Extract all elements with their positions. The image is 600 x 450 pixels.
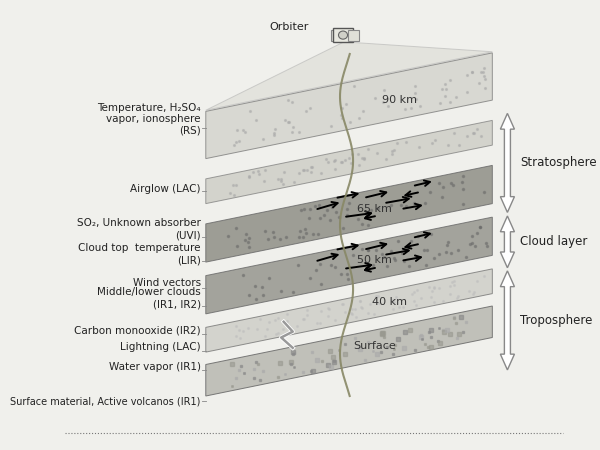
Text: vapor, ionosphere: vapor, ionosphere [106, 114, 201, 124]
Text: (IR1, IR2): (IR1, IR2) [152, 300, 201, 310]
Text: Troposphere: Troposphere [520, 314, 592, 327]
Text: Orbiter: Orbiter [269, 22, 309, 32]
Polygon shape [206, 42, 493, 110]
Text: Cloud layer: Cloud layer [520, 235, 587, 248]
FancyBboxPatch shape [331, 30, 342, 40]
Polygon shape [206, 269, 493, 352]
Text: 50 km: 50 km [357, 255, 392, 266]
Text: Stratosphere: Stratosphere [520, 157, 596, 169]
Text: Cloud top  temperature: Cloud top temperature [78, 243, 201, 253]
Text: (LIR): (LIR) [177, 256, 201, 266]
Polygon shape [206, 166, 493, 262]
Text: Surface: Surface [353, 341, 395, 351]
Text: Lightning (LAC): Lightning (LAC) [120, 342, 201, 352]
Text: 40 km: 40 km [372, 297, 407, 307]
Text: Middle/lower clouds: Middle/lower clouds [97, 287, 201, 297]
Text: Surface material, Active volcanos (IR1): Surface material, Active volcanos (IR1) [10, 396, 201, 406]
Polygon shape [206, 53, 493, 159]
Text: Wind vectors: Wind vectors [133, 278, 201, 288]
Text: Carbon monooxide (IR2): Carbon monooxide (IR2) [74, 326, 201, 336]
Polygon shape [500, 216, 514, 268]
Polygon shape [500, 113, 514, 212]
Polygon shape [206, 306, 493, 396]
Text: Airglow (LAC): Airglow (LAC) [130, 184, 201, 194]
Text: SO₂, Unknown absorber: SO₂, Unknown absorber [77, 218, 201, 228]
Polygon shape [206, 121, 493, 203]
Text: 90 km: 90 km [382, 95, 417, 105]
Polygon shape [500, 271, 514, 370]
FancyBboxPatch shape [347, 30, 359, 40]
Text: (RS): (RS) [179, 126, 201, 136]
Polygon shape [206, 217, 493, 314]
Text: (UVI): (UVI) [175, 231, 201, 241]
Circle shape [338, 31, 347, 39]
Text: 65 km: 65 km [357, 203, 392, 214]
Text: Temperature, H₂SO₄: Temperature, H₂SO₄ [97, 103, 201, 112]
FancyBboxPatch shape [334, 28, 353, 42]
Text: Water vapor (IR1): Water vapor (IR1) [109, 362, 201, 372]
